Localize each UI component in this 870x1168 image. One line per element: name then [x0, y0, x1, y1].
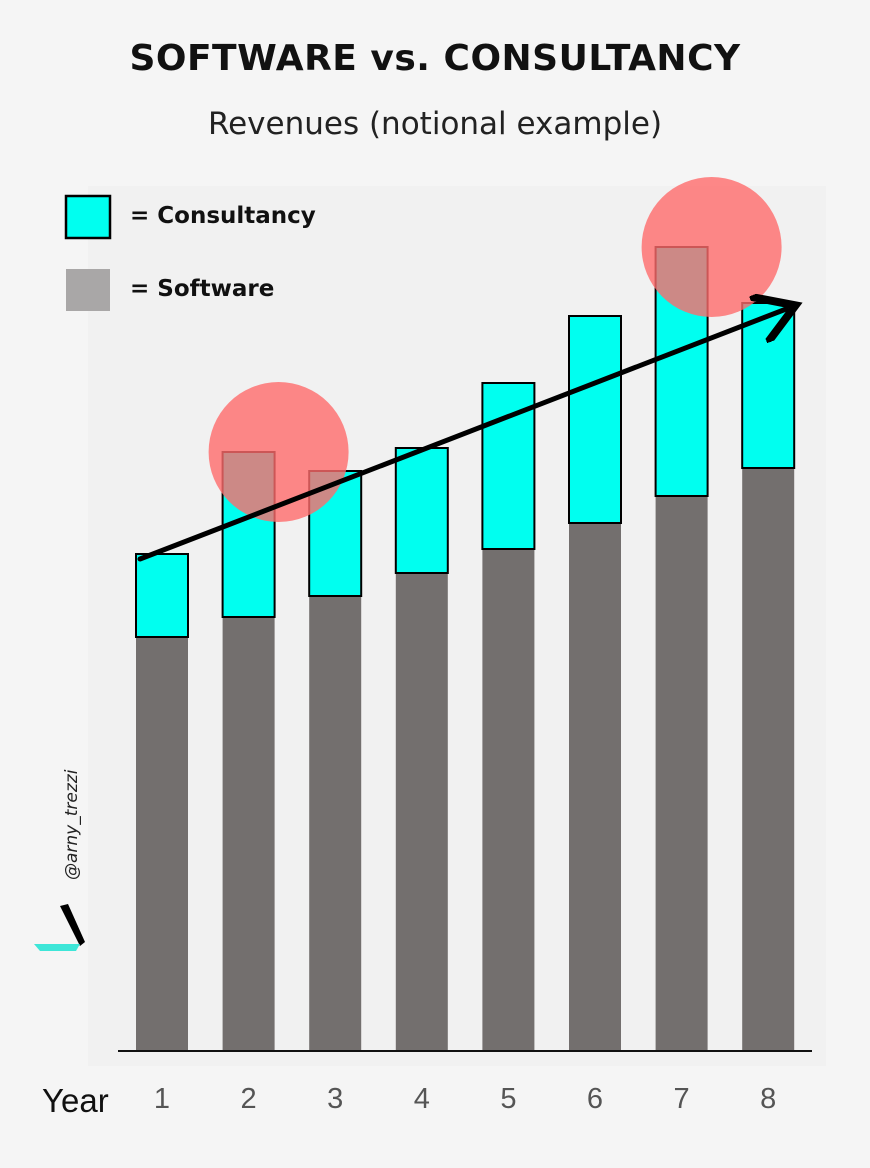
bar-consultancy-year-1: [135, 553, 189, 638]
trend-arrow-layer: [137, 309, 786, 562]
bar-software-year-7: [655, 496, 708, 1051]
legend-label-consultancy: = Consultancy: [130, 203, 316, 229]
bars-layer: [135, 246, 796, 1051]
legend-swatch-software: [66, 269, 110, 311]
bar-consultancy-year-8: [741, 302, 796, 469]
legend-swatch-consultancy: [64, 194, 112, 240]
bar-software-year-6: [569, 523, 621, 1051]
bar-software-year-8: [742, 468, 795, 1051]
highlight-circles-layer: [208, 177, 782, 522]
watermark-handle: @arny_trezzi: [62, 769, 82, 880]
highlight-circle-year-2: [208, 382, 349, 522]
bar-software-year-1: [136, 637, 188, 1051]
x-tick-label-3: 3: [327, 1083, 343, 1115]
x-tick-label-2: 2: [241, 1083, 257, 1115]
x-tick-label-4: 4: [414, 1083, 430, 1115]
bar-software-year-2: [222, 617, 275, 1051]
x-tick-label-6: 6: [587, 1083, 603, 1115]
bar-software-year-3: [309, 596, 362, 1051]
brush-stroke-logo-icon: [34, 904, 85, 951]
bar-software-year-5: [482, 549, 535, 1051]
x-tick-label-1: 1: [154, 1083, 170, 1115]
x-tick-label-7: 7: [674, 1083, 690, 1115]
bar-consultancy-year-6: [568, 315, 622, 524]
highlight-circle-year-7: [641, 177, 782, 317]
legend-label-software: = Software: [130, 276, 275, 302]
bar-software-year-4: [395, 573, 448, 1051]
chart-subtitle: Revenues (notional example): [207, 106, 663, 142]
x-tick-labels: 1 2 3 4 5 6 7 8: [154, 1083, 776, 1115]
x-tick-label-5: 5: [500, 1083, 516, 1115]
x-axis-label: Year: [42, 1082, 109, 1119]
x-tick-label-8: 8: [760, 1083, 776, 1115]
bar-consultancy-year-4: [394, 447, 449, 574]
chart-title: SOFTWARE vs. CONSULTANCY: [129, 38, 741, 79]
trend-arrow: [137, 309, 786, 562]
